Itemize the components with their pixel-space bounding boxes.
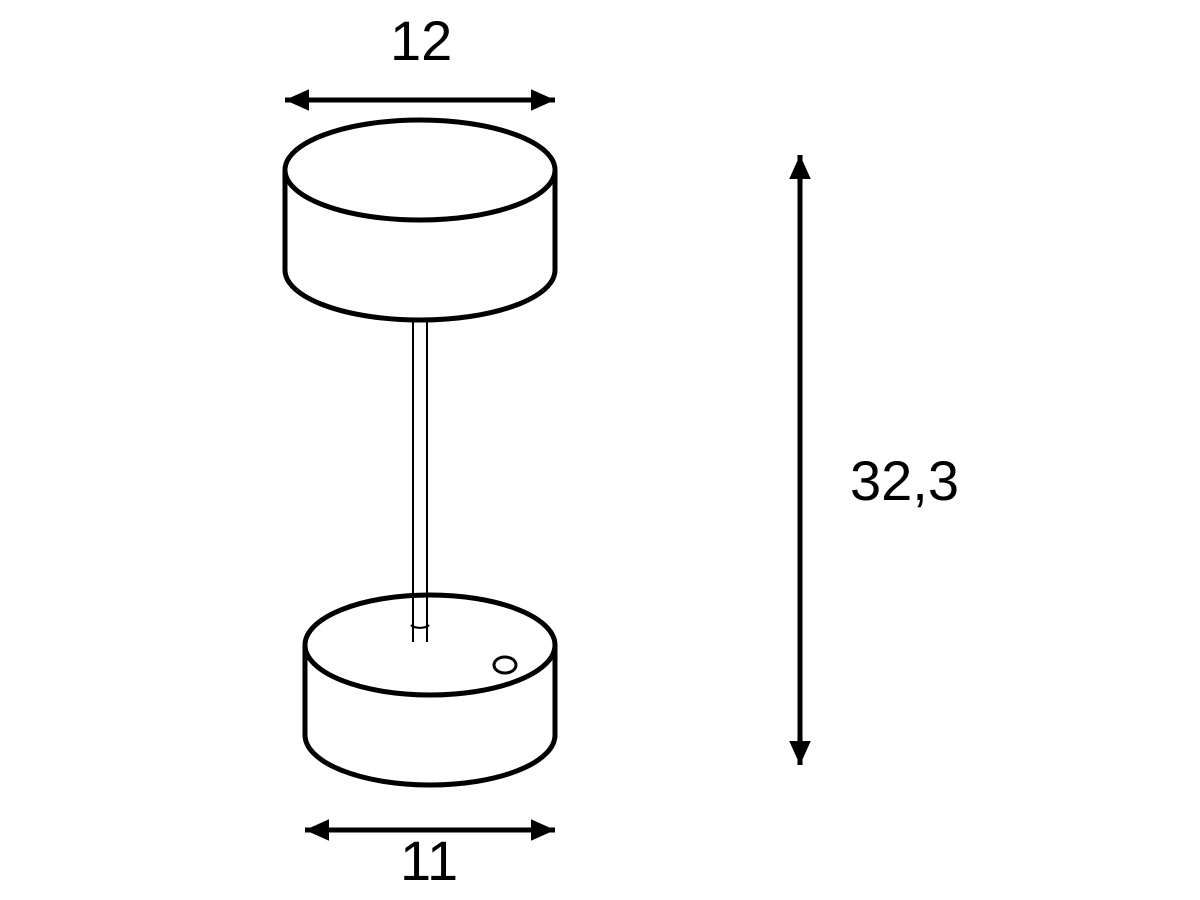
dimension-arrow-right xyxy=(789,155,811,765)
dimension-arrow-top xyxy=(285,89,555,111)
dimension-label-right: 32,3 xyxy=(850,449,959,512)
dimension-drawing: 12 32,3 11 xyxy=(0,0,1200,900)
lamp-outline xyxy=(285,120,555,785)
dimension-label-bottom: 11 xyxy=(400,829,458,892)
dimension-label-top: 12 xyxy=(390,9,452,72)
